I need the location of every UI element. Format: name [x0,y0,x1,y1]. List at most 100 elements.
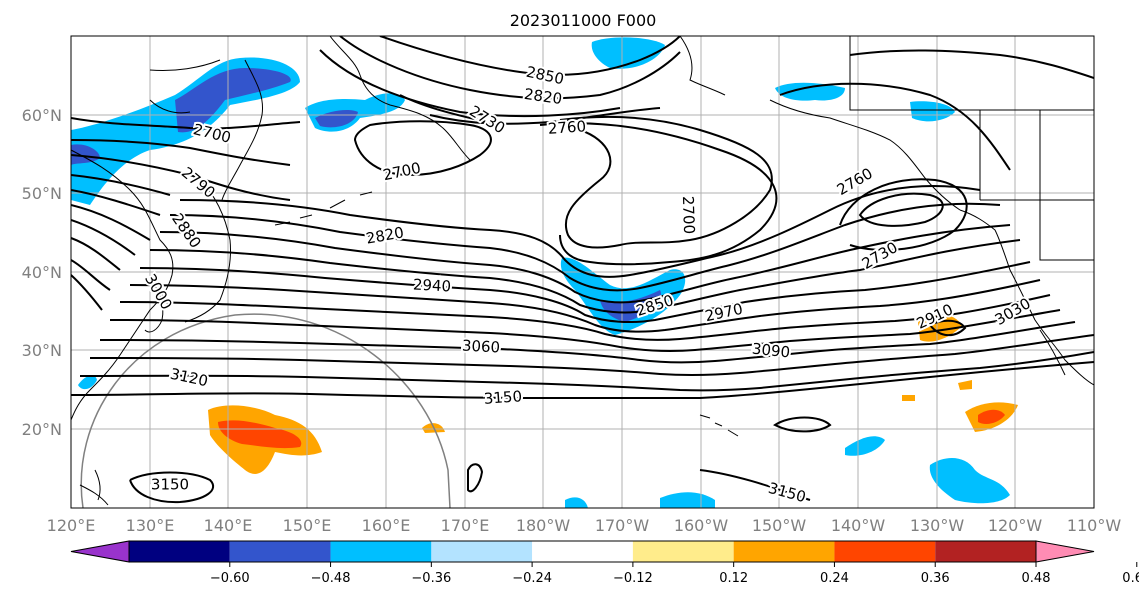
contour-label: 2700 [191,120,232,147]
cold-fill-west-core2 [71,144,100,165]
lon-label-130e: 130°E [126,516,175,535]
map-title: 2023011000 F000 [510,11,657,30]
contour-2910-w [71,237,121,271]
contour-low-ne-closed [858,192,944,227]
contour-2730-w [71,139,291,166]
lon-label-150w: 150°W [752,516,807,535]
contour-label: 2700 [679,196,698,235]
colorbar-tick-label: 0.36 [921,571,950,586]
colorbar-tick-label: 0.48 [1022,571,1051,586]
colorbar-tick-label: 0.12 [719,571,748,586]
contour-label: 3000 [141,271,176,313]
contour-high-west-closed [129,471,215,504]
contour-3150 [71,361,1094,400]
colorbar-tick-label: 0.60 [1122,571,1139,586]
contour-ne-open [779,82,1011,171]
contour-2880-w [71,219,136,256]
coast-philippines [79,484,109,506]
contour-label: 3120 [169,365,210,391]
colorbar-extend-low [70,540,130,563]
contour-2730-north [399,94,501,126]
contour-label: 2970 [703,300,744,326]
colorbar-tick-label: −0.24 [512,571,552,586]
map-area [71,36,1094,508]
lat-label-60: 60°N [22,106,62,125]
cold-fill-north [591,37,665,69]
lon-label-140w: 140°W [831,516,886,535]
coast-alaska-w [679,36,726,96]
coast-us-states [979,110,1094,261]
contour-2970-w [71,259,111,291]
cold-anomaly-fills [71,37,1010,508]
colorbar-segment [632,541,734,562]
colorbar-outline [128,540,1037,563]
coast-taiwan [94,469,101,501]
lon-label-120e: 120°E [47,516,96,535]
contour-3120 [79,351,1094,392]
lon-label-130w: 130°W [910,516,965,535]
contour-label: 2700 [381,159,422,185]
cold-fill-west-core [175,68,291,133]
colorbar-segment [935,541,1036,562]
coast-kamchatka [221,59,264,201]
contour-2850 [169,202,1001,292]
coast-asia [71,149,174,421]
warm-fill-small3 [958,380,972,390]
contour-label: 2940 [412,276,451,296]
contour-2850-north [379,36,681,76]
contour-label: 3060 [461,337,500,357]
contour-3060 [99,321,1076,364]
colorbar-extend-high [1035,540,1095,563]
coast-okhotsk [149,59,221,114]
warm-fill-small2 [902,395,915,401]
colorbar-segment [532,541,633,562]
lon-label-140e: 140°E [204,516,253,535]
cold-fill-s2 [565,497,588,508]
contour-trough-2760 [539,122,778,266]
colorbar-tick-label: −0.48 [311,571,351,586]
warm-fill-west-core [218,420,302,449]
contour-2700-low [353,120,492,177]
contour-label: 3030 [992,294,1034,329]
contour-2820-w [71,189,161,216]
lon-label-180w: 180°W [516,516,571,535]
contour-2940 [139,261,1031,324]
coastlines [71,36,1094,506]
contour-trough-2700 [559,116,773,249]
contour-2820 [179,185,981,278]
colorbar-tick-label: −0.36 [411,571,451,586]
cold-fill-se [929,458,1010,504]
cold-fill-s [660,492,715,508]
colorbar-segment [431,541,533,562]
cold-fill-trough [560,257,686,335]
contour-label: 2760 [547,117,586,138]
contour-label: 3150 [766,479,808,506]
contour-hi-s1 [773,416,832,433]
latitude-labels: 60°N 50°N 40°N 30°N 20°N [22,106,62,439]
colorbar-segment [330,541,432,562]
contour-2820-north [339,36,681,100]
coast-siberia [329,36,471,161]
lon-label-170e: 170°E [441,516,490,535]
lon-label-160e: 160°E [362,516,411,535]
colorbar-segment [229,541,331,562]
cold-fill-trough-core [600,290,661,322]
contour-3000-w [71,274,103,311]
colorbar-segment [834,541,936,562]
contour-3090 [89,334,1094,377]
longitude-labels: 120°E 130°E 140°E 150°E 160°E 170°E 180°… [47,516,1122,535]
cold-fill-se2 [845,436,885,456]
coast-aleutians [274,191,373,226]
cold-fill-nw-core [315,110,358,128]
contour-2760-w [71,154,291,201]
coast-canada-border [849,36,1094,111]
warm-fill-se-core [978,409,1005,424]
warm-anomaly-fills [208,314,1018,474]
map-frame [70,35,1095,509]
contour-3000 [119,294,1051,341]
contour-2910 [149,239,1021,314]
contour-hi-s2 [467,463,484,493]
coast-bc [959,209,1094,386]
contour-label: 3150 [483,387,522,408]
